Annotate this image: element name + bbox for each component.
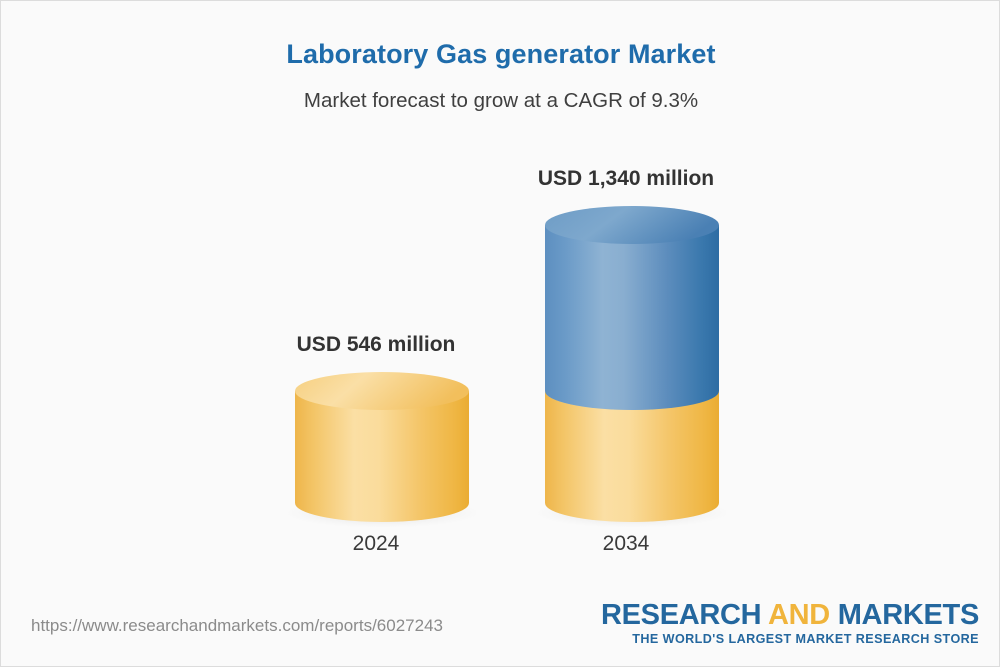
chart-title: Laboratory Gas generator Market (286, 39, 716, 69)
cylinder-bars-svg (284, 206, 730, 528)
bar-2034-base-body (545, 391, 719, 522)
brand-word-markets: MARKETS (837, 599, 980, 631)
bar-2034[interactable] (545, 206, 719, 522)
bar-2034-growth-body (545, 225, 719, 410)
bar-2024-top-cap (295, 372, 469, 410)
brand-word-research: RESEARCH (600, 599, 762, 631)
source-url-link[interactable]: https://www.researchandmarkets.com/repor… (31, 616, 443, 635)
bar-2024-body (295, 391, 469, 522)
brand-tagline: THE WORLD'S LARGEST MARKET RESEARCH STOR… (632, 632, 979, 647)
value-label-2034: USD 1,340 million (537, 167, 715, 190)
brand-word-and: AND (768, 599, 830, 631)
bar-2034-growth-cap (545, 206, 719, 244)
chart-subtitle: Market forecast to grow at a CAGR of 9.3… (303, 89, 699, 112)
chart-footer: https://www.researchandmarkets.com/repor… (1, 594, 999, 666)
category-label-2034: 2034 (602, 532, 650, 555)
brand-wordmark: RESEARCH AND MARKETS (601, 600, 979, 630)
value-label-2024: USD 546 million (296, 333, 456, 356)
research-and-markets-logo[interactable]: RESEARCH AND MARKETS THE WORLD'S LARGEST… (601, 600, 979, 647)
category-label-2024: 2024 (352, 532, 400, 555)
bar-2024[interactable] (295, 372, 469, 522)
plot-area: USD 546 million USD 1,340 million 2024 2… (1, 1, 999, 601)
